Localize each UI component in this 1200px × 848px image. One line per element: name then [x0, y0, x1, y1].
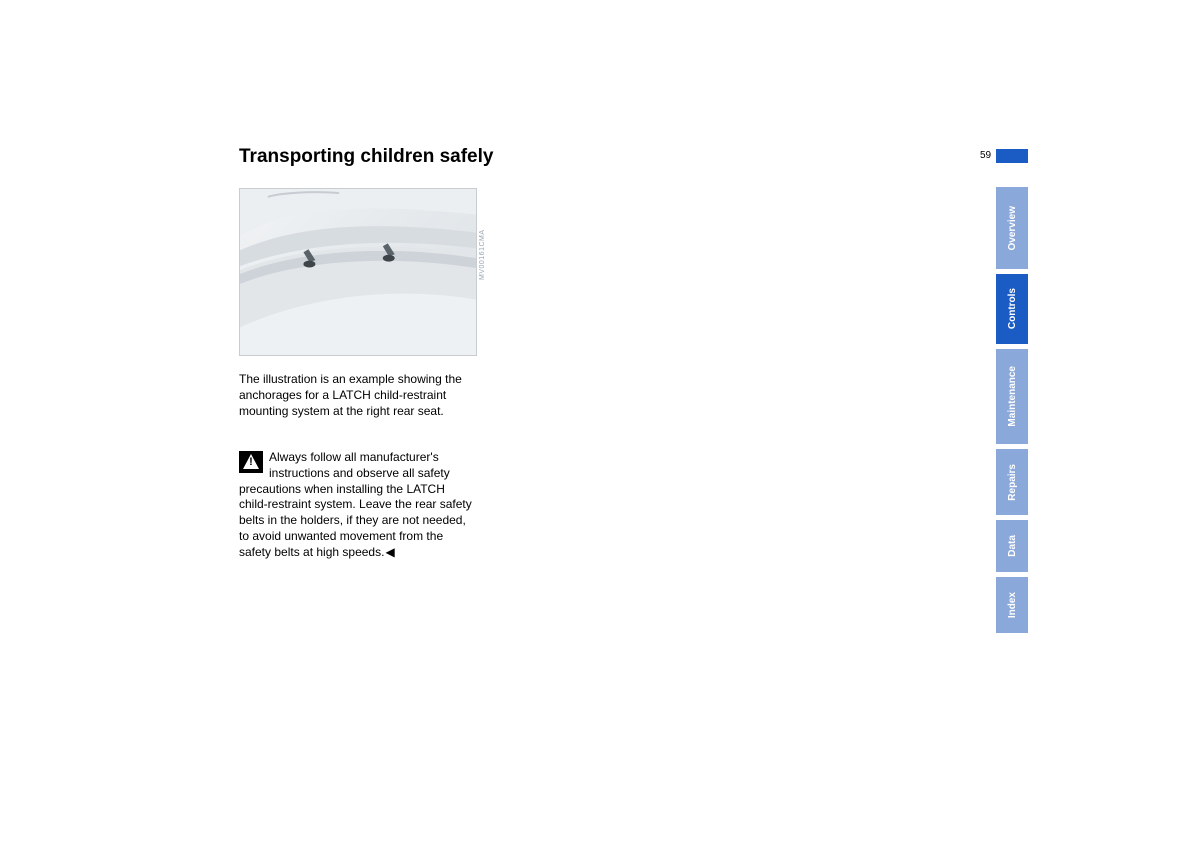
page-heading: Transporting children safely [239, 146, 493, 168]
manual-page: Transporting children safely 59 MV00161C… [0, 0, 1200, 848]
tab-index[interactable]: Index [996, 577, 1028, 633]
tab-label: Controls [1007, 288, 1018, 329]
body-paragraph-1: The illustration is an example showing t… [239, 372, 473, 419]
tab-label: Overview [1007, 206, 1018, 250]
warning-icon [239, 451, 263, 473]
warning-block: Always follow all manufacturer's instruc… [239, 450, 475, 561]
tab-repairs[interactable]: Repairs [996, 449, 1028, 515]
tab-label: Data [1007, 535, 1018, 557]
warning-text: Always follow all manufacturer's instruc… [239, 450, 475, 561]
end-mark-icon: ◀ [385, 545, 394, 561]
tab-overview[interactable]: Overview [996, 187, 1028, 269]
warning-body: Always follow all manufacturer's instruc… [239, 450, 472, 559]
tab-label: Maintenance [1007, 366, 1018, 427]
tab-label: Repairs [1007, 464, 1018, 501]
page-number-bar [996, 149, 1028, 163]
tab-maintenance[interactable]: Maintenance [996, 349, 1028, 444]
tab-data[interactable]: Data [996, 520, 1028, 572]
latch-anchor-illustration [239, 188, 477, 356]
illustration-credit: MV00161CMA [479, 229, 486, 280]
section-tabs: Overview Controls Maintenance Repairs Data In… [996, 187, 1028, 638]
tab-controls[interactable]: Controls [996, 274, 1028, 344]
page-number: 59 [980, 150, 991, 161]
tab-label: Index [1007, 592, 1018, 618]
